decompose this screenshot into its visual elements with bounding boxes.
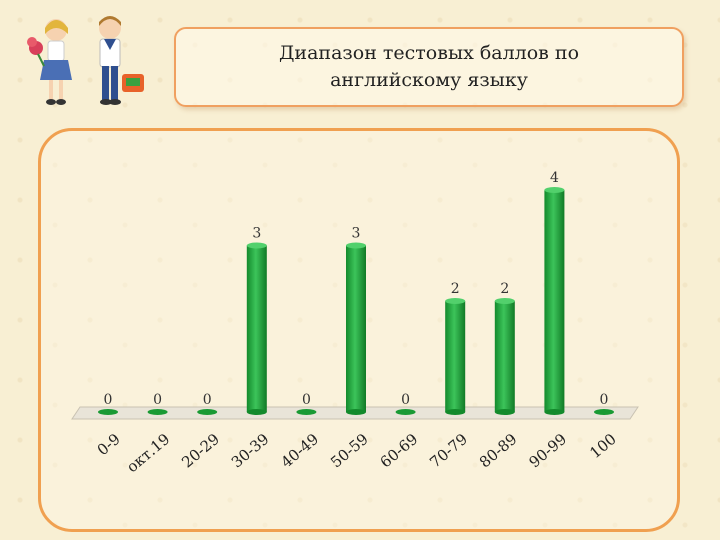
children-illustration bbox=[18, 8, 148, 112]
data-label-0: 0 bbox=[104, 392, 113, 408]
tick-label-5: 50-59 bbox=[327, 430, 372, 472]
bar-base-6 bbox=[395, 409, 416, 415]
bar-8 bbox=[494, 301, 515, 412]
tick-label-1: окт.19 bbox=[123, 430, 173, 476]
tick-label-0: 0-9 bbox=[94, 430, 124, 459]
bar-base-10 bbox=[594, 409, 614, 415]
bar-base-9 bbox=[544, 409, 565, 415]
title-box: Диапазон тестовых баллов по английскому … bbox=[174, 27, 684, 107]
bar-cap-5 bbox=[346, 242, 366, 249]
bar-base-4 bbox=[296, 409, 317, 415]
data-label-4: 0 bbox=[302, 392, 311, 408]
bar-cap-8 bbox=[494, 298, 515, 304]
bar-9 bbox=[544, 190, 565, 412]
data-label-2: 0 bbox=[203, 392, 212, 408]
bar-base-3 bbox=[246, 409, 267, 415]
bar-cap-7 bbox=[445, 298, 466, 304]
data-label-10: 0 bbox=[600, 392, 609, 408]
bar-3 bbox=[246, 245, 267, 412]
tick-label-6: 60-69 bbox=[377, 430, 422, 472]
bar-5 bbox=[346, 245, 366, 412]
data-label-3: 3 bbox=[252, 226, 261, 242]
tick-label-3: 30-39 bbox=[228, 430, 273, 472]
data-label-7: 2 bbox=[451, 281, 460, 297]
tick-label-2: 20-29 bbox=[178, 430, 223, 472]
bar-cap-9 bbox=[544, 187, 565, 193]
data-label-8: 2 bbox=[500, 281, 509, 297]
tick-label-10: 100 bbox=[586, 430, 620, 462]
bar-7 bbox=[445, 301, 466, 412]
bar-cap-3 bbox=[246, 242, 267, 249]
tick-label-9: 90-99 bbox=[525, 430, 570, 472]
bar-base-2 bbox=[197, 409, 218, 415]
bar-base-1 bbox=[147, 409, 168, 415]
chart-title: Диапазон тестовых баллов по английскому … bbox=[278, 42, 580, 91]
tick-label-7: 70-79 bbox=[426, 430, 471, 472]
bar-base-5 bbox=[346, 409, 366, 415]
bar-base-7 bbox=[445, 409, 466, 415]
data-label-5: 3 bbox=[352, 226, 361, 242]
bar-base-8 bbox=[494, 409, 515, 415]
tick-label-8: 80-89 bbox=[476, 430, 521, 472]
data-label-1: 0 bbox=[153, 392, 162, 408]
data-label-6: 0 bbox=[401, 392, 410, 408]
tick-label-4: 40-49 bbox=[277, 430, 322, 472]
bar-base-0 bbox=[98, 409, 118, 415]
data-label-9: 4 bbox=[550, 170, 559, 186]
